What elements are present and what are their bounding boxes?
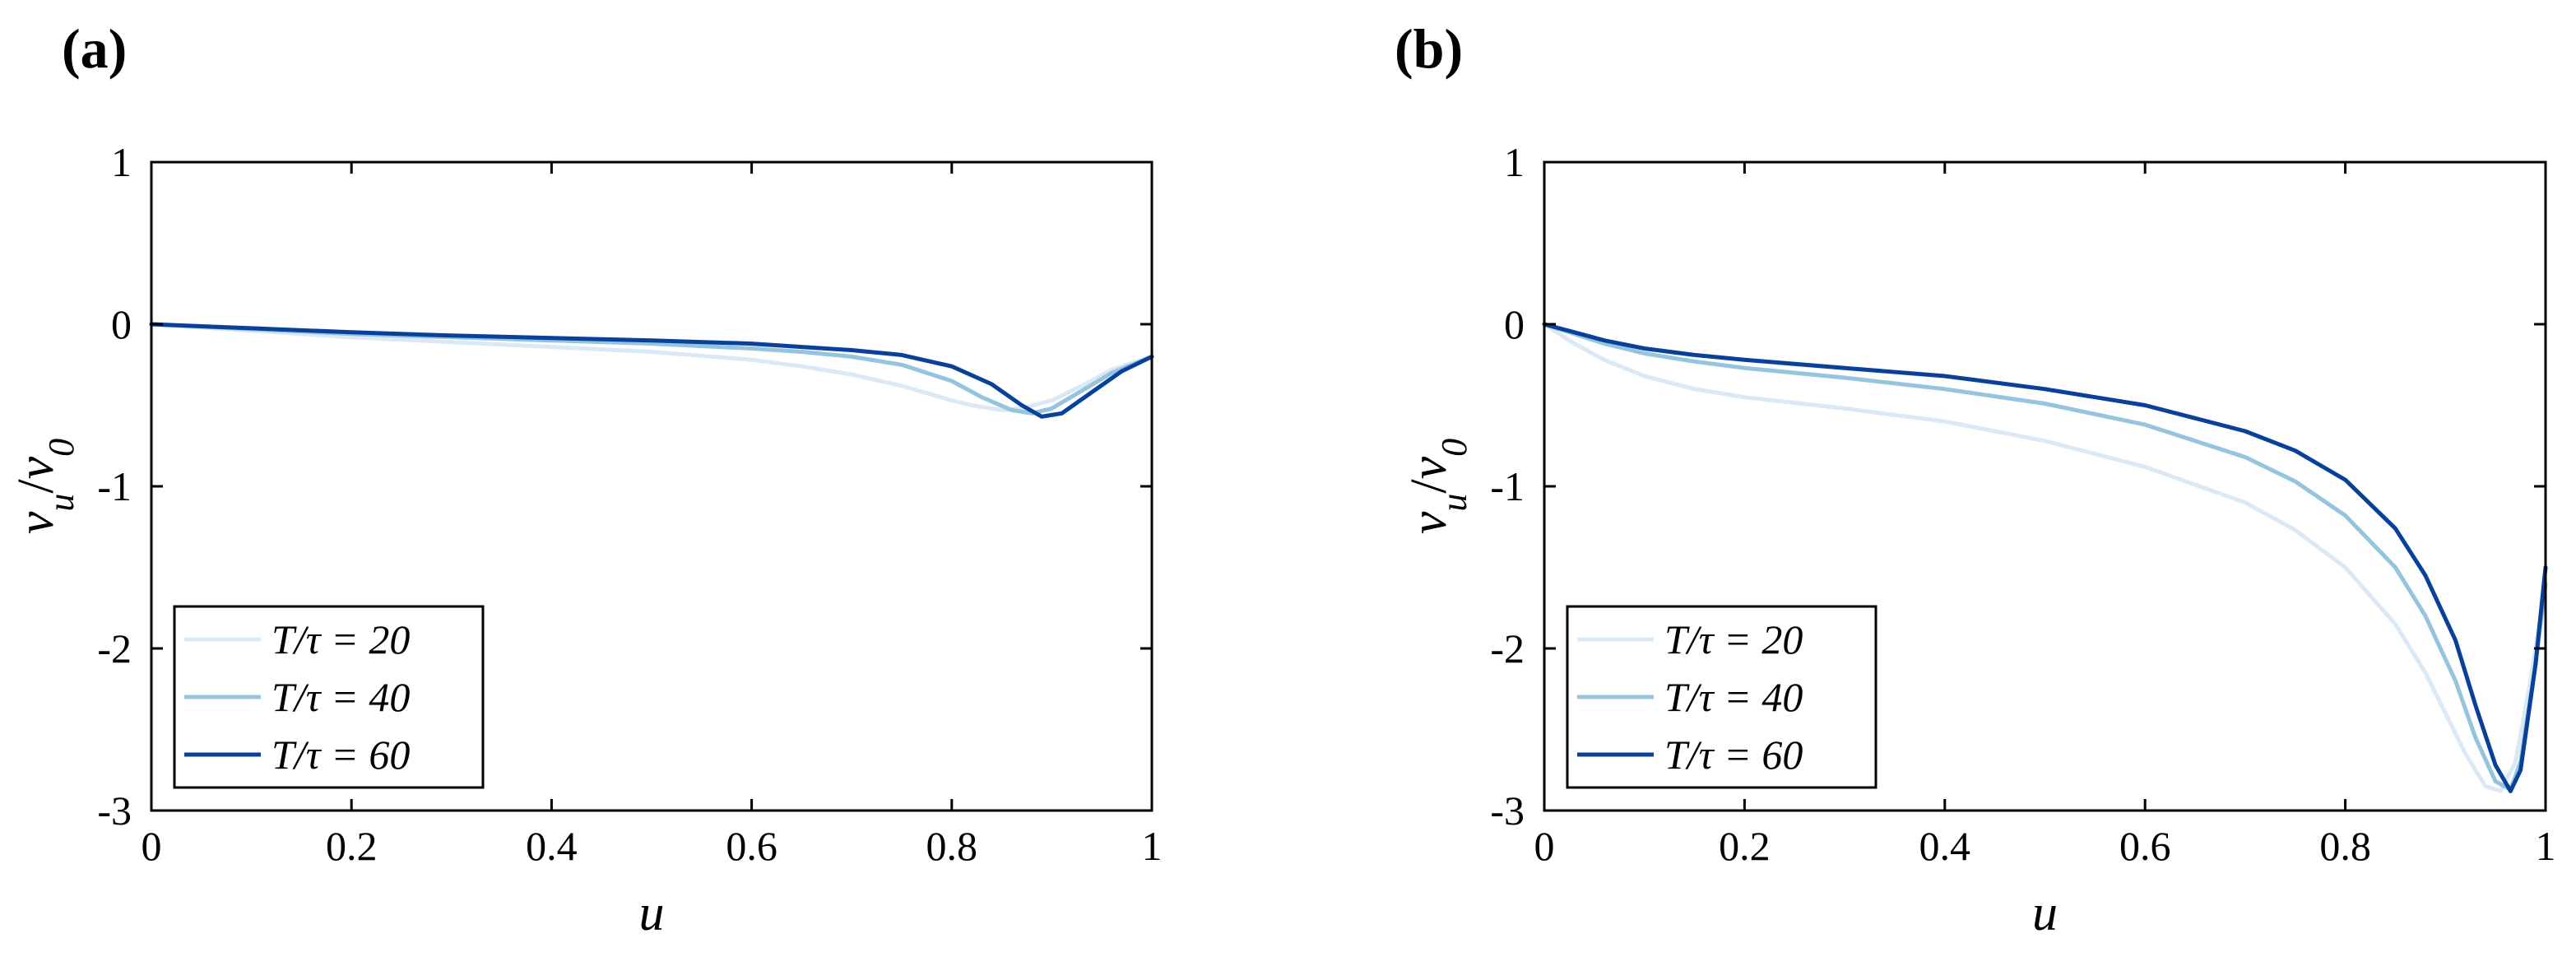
x-tick-label: 0.2	[326, 823, 378, 869]
panel-a-label: (a)	[62, 17, 127, 80]
x-tick-label: 0	[142, 823, 162, 869]
y-axis-label-sub: u	[41, 494, 81, 512]
y-axis-label-base: v	[8, 511, 64, 534]
y-tick-label: -1	[97, 463, 132, 509]
x-tick-label: 0.6	[726, 823, 777, 869]
legend-label-t40: T/τ = 40	[1664, 674, 1803, 720]
legend-label-t20: T/τ = 20	[1664, 616, 1803, 662]
x-tick-label: 0	[1534, 823, 1555, 869]
legend-label-t60: T/τ = 60	[1664, 732, 1803, 778]
y-tick-label: 0	[111, 301, 132, 347]
x-tick-label: 0.4	[1919, 823, 1971, 869]
y-axis-label-base2: v	[1401, 456, 1457, 479]
y-tick-label: 1	[1504, 139, 1525, 185]
series-line-t20	[149, 322, 1154, 412]
x-tick-label: 1	[1142, 823, 1163, 869]
x-tick-label: 1	[2536, 823, 2556, 869]
y-axis-label-sub2: 0	[1434, 439, 1474, 457]
y-axis-label: vu/v0	[1401, 439, 1474, 534]
y-axis-label: vu/v0	[8, 439, 81, 534]
series-line-t60	[149, 322, 1154, 419]
y-axis-label-sub2: 0	[41, 439, 81, 457]
series-line-t40	[1542, 322, 2548, 792]
y-tick-label: -1	[1490, 463, 1525, 509]
y-axis-label-sub: u	[1434, 494, 1474, 512]
y-axis-label-base: v	[1401, 511, 1457, 534]
y-axis-label-slash: /	[8, 479, 64, 494]
x-axis-label: u	[2032, 885, 2058, 941]
y-axis-label-base2: v	[8, 456, 64, 479]
x-tick-label: 0.2	[1719, 823, 1771, 869]
y-axis-label-slash: /	[1401, 479, 1457, 494]
panel-b-label: (b)	[1395, 17, 1463, 80]
x-tick-label: 0.8	[926, 823, 978, 869]
series-line-t20	[1542, 322, 2548, 793]
legend-label-t60: T/τ = 60	[272, 732, 410, 778]
legend-label-t40: T/τ = 40	[272, 674, 410, 720]
x-tick-label: 0.8	[2319, 823, 2371, 869]
y-tick-label: 1	[111, 139, 132, 185]
x-tick-label: 0.6	[2119, 823, 2171, 869]
series-line-t60	[1542, 322, 2548, 793]
y-tick-label: -2	[1490, 625, 1525, 671]
x-tick-label: 0.4	[526, 823, 578, 869]
y-tick-label: -2	[97, 625, 132, 671]
series-line-t40	[149, 322, 1154, 416]
x-axis-label: u	[639, 885, 665, 941]
legend-label-t20: T/τ = 20	[272, 616, 410, 662]
y-tick-label: 0	[1504, 301, 1525, 347]
y-tick-label: -3	[1490, 787, 1525, 834]
y-tick-label: -3	[97, 787, 132, 834]
